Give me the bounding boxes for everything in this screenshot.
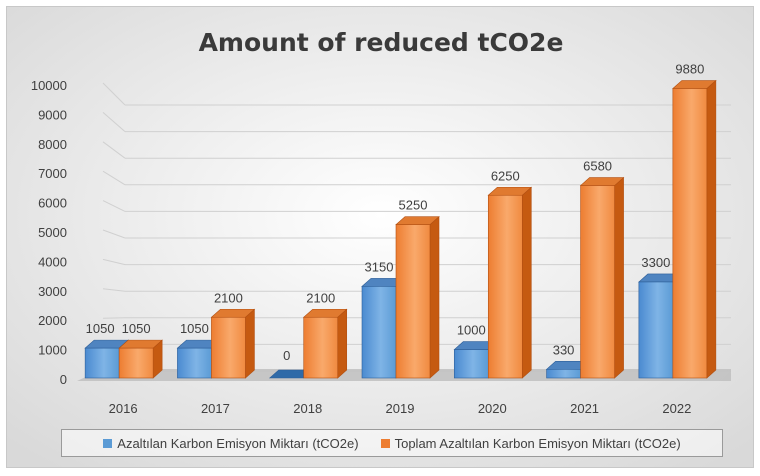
gridline-depth [102,82,126,106]
data-label: 6250 [491,168,520,183]
bar-total-2017 [210,308,256,379]
y-tick-label: 9000 [38,107,67,122]
x-tick-label: 2020 [478,401,507,416]
bars [84,79,717,379]
gridline-depth [102,141,126,159]
bar-total-2022 [672,79,717,379]
chart-title: Amount of reduced tCO2e [199,28,564,57]
x-tick-label: 2018 [293,401,322,416]
x-tick-label: 2017 [201,401,230,416]
data-labels: 1050 1050 1050 2100 0 2100 3150 5250 1000 6250 330… [86,62,705,363]
legend-item-series-1: Azaltılan Karbon Emisyon Miktarı (tCO2e) [103,435,359,451]
legend-swatch-blue [103,438,113,448]
bar-total-2016 [118,339,163,379]
bar-total-2019 [395,215,440,379]
data-label: 1050 [180,321,209,336]
data-label: 3300 [641,255,670,270]
bar-total-2021 [579,176,625,379]
legend-item-series-2: Toplam Azaltılan Karbon Emisyon Miktarı … [380,435,681,451]
data-label: 9880 [675,62,704,77]
y-axis: 0 1000 2000 3000 4000 5000 6000 7000 8000 9000 100… [31,78,67,387]
y-tick-label: 3000 [38,284,67,299]
y-tick-label: 8000 [38,137,67,152]
data-label: 0 [283,348,290,363]
x-axis: 2016 2017 2018 2019 2020 2021 2022 [109,401,692,416]
chart-area: Amount of reduced tCO2e 0 1000 2000 3000 400… [6,6,754,468]
bar-front [118,347,154,379]
y-tick-label: 10000 [31,78,67,93]
gridline-depth [102,112,126,132]
x-tick-label: 2021 [570,401,599,416]
data-label: 2100 [214,290,243,305]
bar-front [672,88,708,379]
legend-label-series-1: Azaltılan Karbon Emisyon Miktarı (tCO2e) [117,435,359,451]
bar-front [211,316,246,379]
bar-front [303,316,339,379]
bar-side [245,308,255,379]
bar-front [638,281,674,379]
bar-front [580,185,615,379]
x-tick-label: 2016 [109,401,138,416]
bar-side [614,176,624,379]
bar-side [337,308,348,379]
legend: Azaltılan Karbon Emisyon Miktarı (tCO2e)… [61,429,723,457]
chart-background [7,7,753,467]
y-tick-label: 6000 [38,196,67,211]
legend-label-series-2: Toplam Azaltılan Karbon Emisyon Miktarı … [394,435,681,451]
bar-front [395,224,431,379]
bar-front [177,347,212,379]
bar-total-2020 [487,186,533,379]
data-label: 330 [553,342,575,357]
bar-side [706,79,717,379]
gridline-depth [102,200,126,212]
bar-front [361,286,397,379]
gridline-depth [102,170,126,186]
y-tick-label: 5000 [38,225,67,240]
data-label: 3150 [365,259,394,274]
data-label: 6580 [583,159,612,174]
y-tick-label: 2000 [38,313,67,328]
y-tick-label: 4000 [38,254,67,269]
data-label: 1000 [457,323,486,338]
y-tick-label: 7000 [38,166,67,181]
y-tick-label: 0 [60,372,67,387]
bar-side [429,215,440,379]
x-tick-label: 2022 [662,401,691,416]
data-label: 1050 [86,321,115,336]
bar-chart: Amount of reduced tCO2e 0 1000 2000 3000 400… [7,7,753,467]
bar-total-2018 [302,308,348,379]
bar-front [487,194,523,379]
y-tick-label: 1000 [38,343,67,358]
bar-front [453,349,489,379]
data-label: 1050 [122,321,151,336]
gridline-depth [102,229,126,239]
bar-front [546,368,581,379]
gridline-depth [102,288,126,292]
data-label: 2100 [306,290,335,305]
legend-swatch-orange [380,438,390,448]
x-tick-label: 2019 [386,401,415,416]
data-label: 5250 [399,198,428,213]
gridline-depth [102,258,126,266]
bar-side [521,186,532,379]
bar-front [84,347,120,379]
